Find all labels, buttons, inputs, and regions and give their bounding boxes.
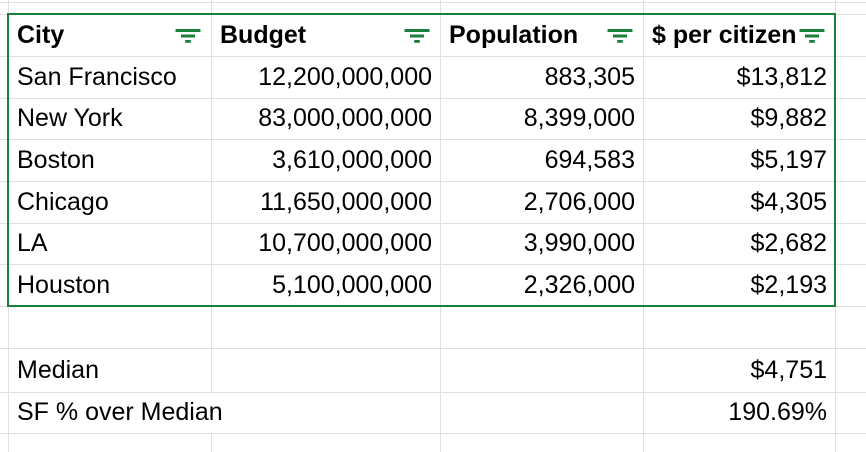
- cell-population[interactable]: 883,305: [440, 56, 643, 98]
- cell-population[interactable]: 2,706,000: [440, 181, 643, 223]
- cell-per-citizen[interactable]: $4,305: [643, 181, 835, 223]
- cell-value: SF % over Median: [17, 398, 223, 426]
- cell-value: Boston: [17, 145, 95, 174]
- header-label-city: City: [17, 20, 65, 49]
- gridline-vertical: [643, 0, 644, 452]
- cell-value: 3,610,000,000: [272, 145, 432, 174]
- cell-median-value[interactable]: $4,751: [643, 348, 835, 392]
- cell-value: 883,305: [544, 62, 635, 91]
- filter-icon[interactable]: [607, 27, 633, 44]
- cell-value: 5,100,000,000: [272, 270, 432, 299]
- cell-budget[interactable]: 12,200,000,000: [211, 56, 440, 98]
- table-row: Houston 5,100,000,000 2,326,000 $2,193: [0, 264, 866, 306]
- cell-value: 12,200,000,000: [258, 62, 432, 91]
- gridline-horizontal: [0, 348, 866, 349]
- header-cell-per-citizen[interactable]: $ per citizen: [643, 14, 835, 56]
- table-row: LA 10,700,000,000 3,990,000 $2,682: [0, 223, 866, 264]
- cell-city[interactable]: Boston: [8, 139, 211, 181]
- table-row: Chicago 11,650,000,000 2,706,000 $4,305: [0, 181, 866, 223]
- gridline-horizontal: [0, 2, 866, 3]
- cell-population[interactable]: 3,990,000: [440, 223, 643, 264]
- cell-value: 190.69%: [728, 398, 827, 426]
- header-cell-population[interactable]: Population: [440, 14, 643, 56]
- gridline-vertical: [211, 0, 212, 392]
- header-label-budget: Budget: [220, 20, 307, 49]
- gridline-horizontal: [0, 181, 866, 182]
- gridline-vertical: [211, 433, 212, 452]
- cell-value: $13,812: [736, 62, 827, 91]
- cell-value: 3,990,000: [523, 229, 635, 257]
- sf-over-median-row: SF % over Median 190.69%: [0, 392, 866, 433]
- gridline-horizontal: [0, 223, 866, 224]
- table-row: New York 83,000,000,000 8,399,000 $9,882: [0, 98, 866, 139]
- cell-value: 694,583: [544, 145, 635, 174]
- cell-city[interactable]: New York: [8, 98, 211, 139]
- cell-value: $9,882: [750, 104, 827, 132]
- gridline-horizontal: [0, 98, 866, 99]
- filter-icon[interactable]: [799, 27, 825, 44]
- cell-sf-value[interactable]: 190.69%: [643, 392, 835, 433]
- cell-value: 11,650,000,000: [260, 187, 432, 216]
- cell-value: 8,399,000: [523, 104, 635, 132]
- cell-population[interactable]: 2,326,000: [440, 264, 643, 306]
- gridline-horizontal: [0, 139, 866, 140]
- cell-budget[interactable]: 5,100,000,000: [211, 264, 440, 306]
- cell-city[interactable]: Chicago: [8, 181, 211, 223]
- gridline-horizontal: [0, 56, 866, 57]
- gridline-horizontal: [0, 433, 866, 434]
- header-cell-city[interactable]: City: [8, 14, 211, 56]
- header-label-population: Population: [449, 20, 579, 49]
- cell-value: 2,706,000: [523, 187, 635, 216]
- cell-city[interactable]: San Francisco: [8, 56, 211, 98]
- gridline-vertical: [440, 0, 441, 452]
- cell-per-citizen[interactable]: $9,882: [643, 98, 835, 139]
- filter-icon[interactable]: [404, 27, 430, 44]
- cell-value: 83,000,000,000: [258, 104, 432, 132]
- gridline-horizontal: [0, 392, 866, 393]
- cell-value: $4,751: [750, 355, 827, 384]
- cell-population[interactable]: 8,399,000: [440, 98, 643, 139]
- median-row: Median $4,751: [0, 348, 866, 392]
- cell-city[interactable]: Houston: [8, 264, 211, 306]
- cell-median-label[interactable]: Median: [8, 348, 211, 392]
- header-row: City Budget Population $ per citizen: [0, 14, 866, 56]
- cell-per-citizen[interactable]: $5,197: [643, 139, 835, 181]
- filter-icon[interactable]: [175, 27, 201, 44]
- cell-value: Chicago: [17, 187, 109, 216]
- cell-value: Houston: [17, 270, 111, 299]
- cell-city[interactable]: LA: [8, 223, 211, 264]
- cell-budget[interactable]: 83,000,000,000: [211, 98, 440, 139]
- cell-value: $2,682: [750, 229, 827, 257]
- cell-value: San Francisco: [17, 62, 177, 91]
- cell-budget[interactable]: 11,650,000,000: [211, 181, 440, 223]
- table-row: Boston 3,610,000,000 694,583 $5,197: [0, 139, 866, 181]
- cell-budget[interactable]: 3,610,000,000: [211, 139, 440, 181]
- gridline-horizontal: [0, 306, 866, 307]
- cell-value: $4,305: [750, 187, 827, 216]
- cell-value: 10,700,000,000: [258, 229, 432, 257]
- cell-sf-label[interactable]: SF % over Median: [8, 392, 428, 433]
- header-cell-budget[interactable]: Budget: [211, 14, 440, 56]
- cell-value: 2,326,000: [523, 270, 635, 299]
- cell-per-citizen[interactable]: $13,812: [643, 56, 835, 98]
- cell-population[interactable]: 694,583: [440, 139, 643, 181]
- cell-value: $2,193: [750, 270, 827, 299]
- cell-value: New York: [17, 104, 123, 132]
- gridline-horizontal: [0, 264, 866, 265]
- cell-budget[interactable]: 10,700,000,000: [211, 223, 440, 264]
- cell-per-citizen[interactable]: $2,682: [643, 223, 835, 264]
- header-label-per-citizen: $ per citizen: [652, 20, 797, 49]
- cell-per-citizen[interactable]: $2,193: [643, 264, 835, 306]
- cell-value: LA: [17, 229, 48, 257]
- cell-value: Median: [17, 355, 99, 384]
- cell-value: $5,197: [750, 145, 827, 174]
- table-row: San Francisco 12,200,000,000 883,305 $13…: [0, 56, 866, 98]
